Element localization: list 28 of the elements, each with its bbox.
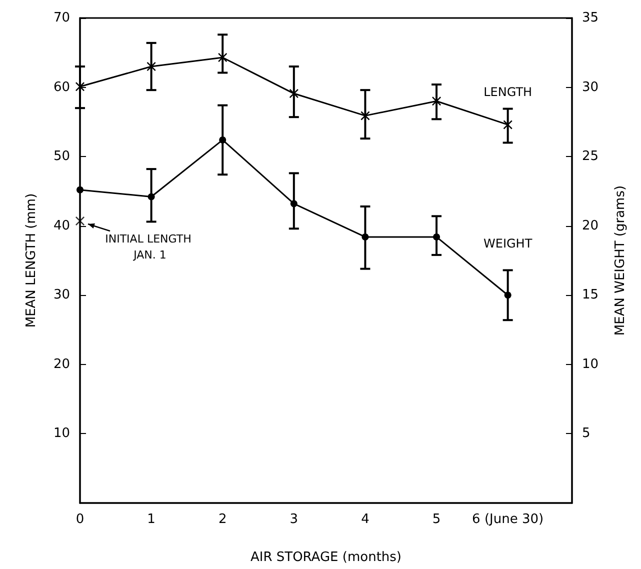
y-tick-label: 20 [53, 356, 70, 372]
series-label: WEIGHT [484, 236, 533, 251]
y2-tick-label: 15 [582, 288, 599, 303]
y2-tick-label: 10 [582, 356, 599, 372]
y2-tick-label: 20 [582, 218, 599, 234]
y2-tick-label: 25 [582, 149, 599, 164]
series-label: LENGTH [484, 85, 532, 100]
y2-axis-title: MEAN WEIGHT (grams) [613, 185, 628, 336]
y-tick-label: 70 [53, 10, 70, 26]
point [76, 186, 84, 194]
x-tick-label: 4 [361, 512, 370, 527]
x-tick-label: 2 [218, 512, 227, 527]
y2-tick-label: 35 [582, 10, 599, 26]
x-tick-label: 5 [432, 512, 441, 527]
y-tick-label: 30 [53, 288, 70, 303]
x-axis-title: AIR STORAGE (months) [250, 550, 402, 565]
y-tick-label: 40 [53, 218, 70, 234]
x-tick-label: 6 (June 30) [472, 512, 544, 527]
x-tick-label: 1 [147, 512, 156, 527]
y-tick-label: 10 [53, 426, 70, 442]
x-tick-label: 0 [76, 512, 84, 527]
y2-tick-label: 5 [582, 426, 590, 442]
annotation: INITIAL LENGTH JAN. 1 [105, 232, 195, 262]
y-tick-label: 60 [53, 80, 70, 95]
y2-tick-label: 30 [582, 80, 599, 95]
x-tick-label: 3 [290, 512, 298, 527]
y-axis-title: MEAN LENGTH (mm) [24, 193, 39, 328]
y-tick-label: 50 [53, 149, 70, 164]
